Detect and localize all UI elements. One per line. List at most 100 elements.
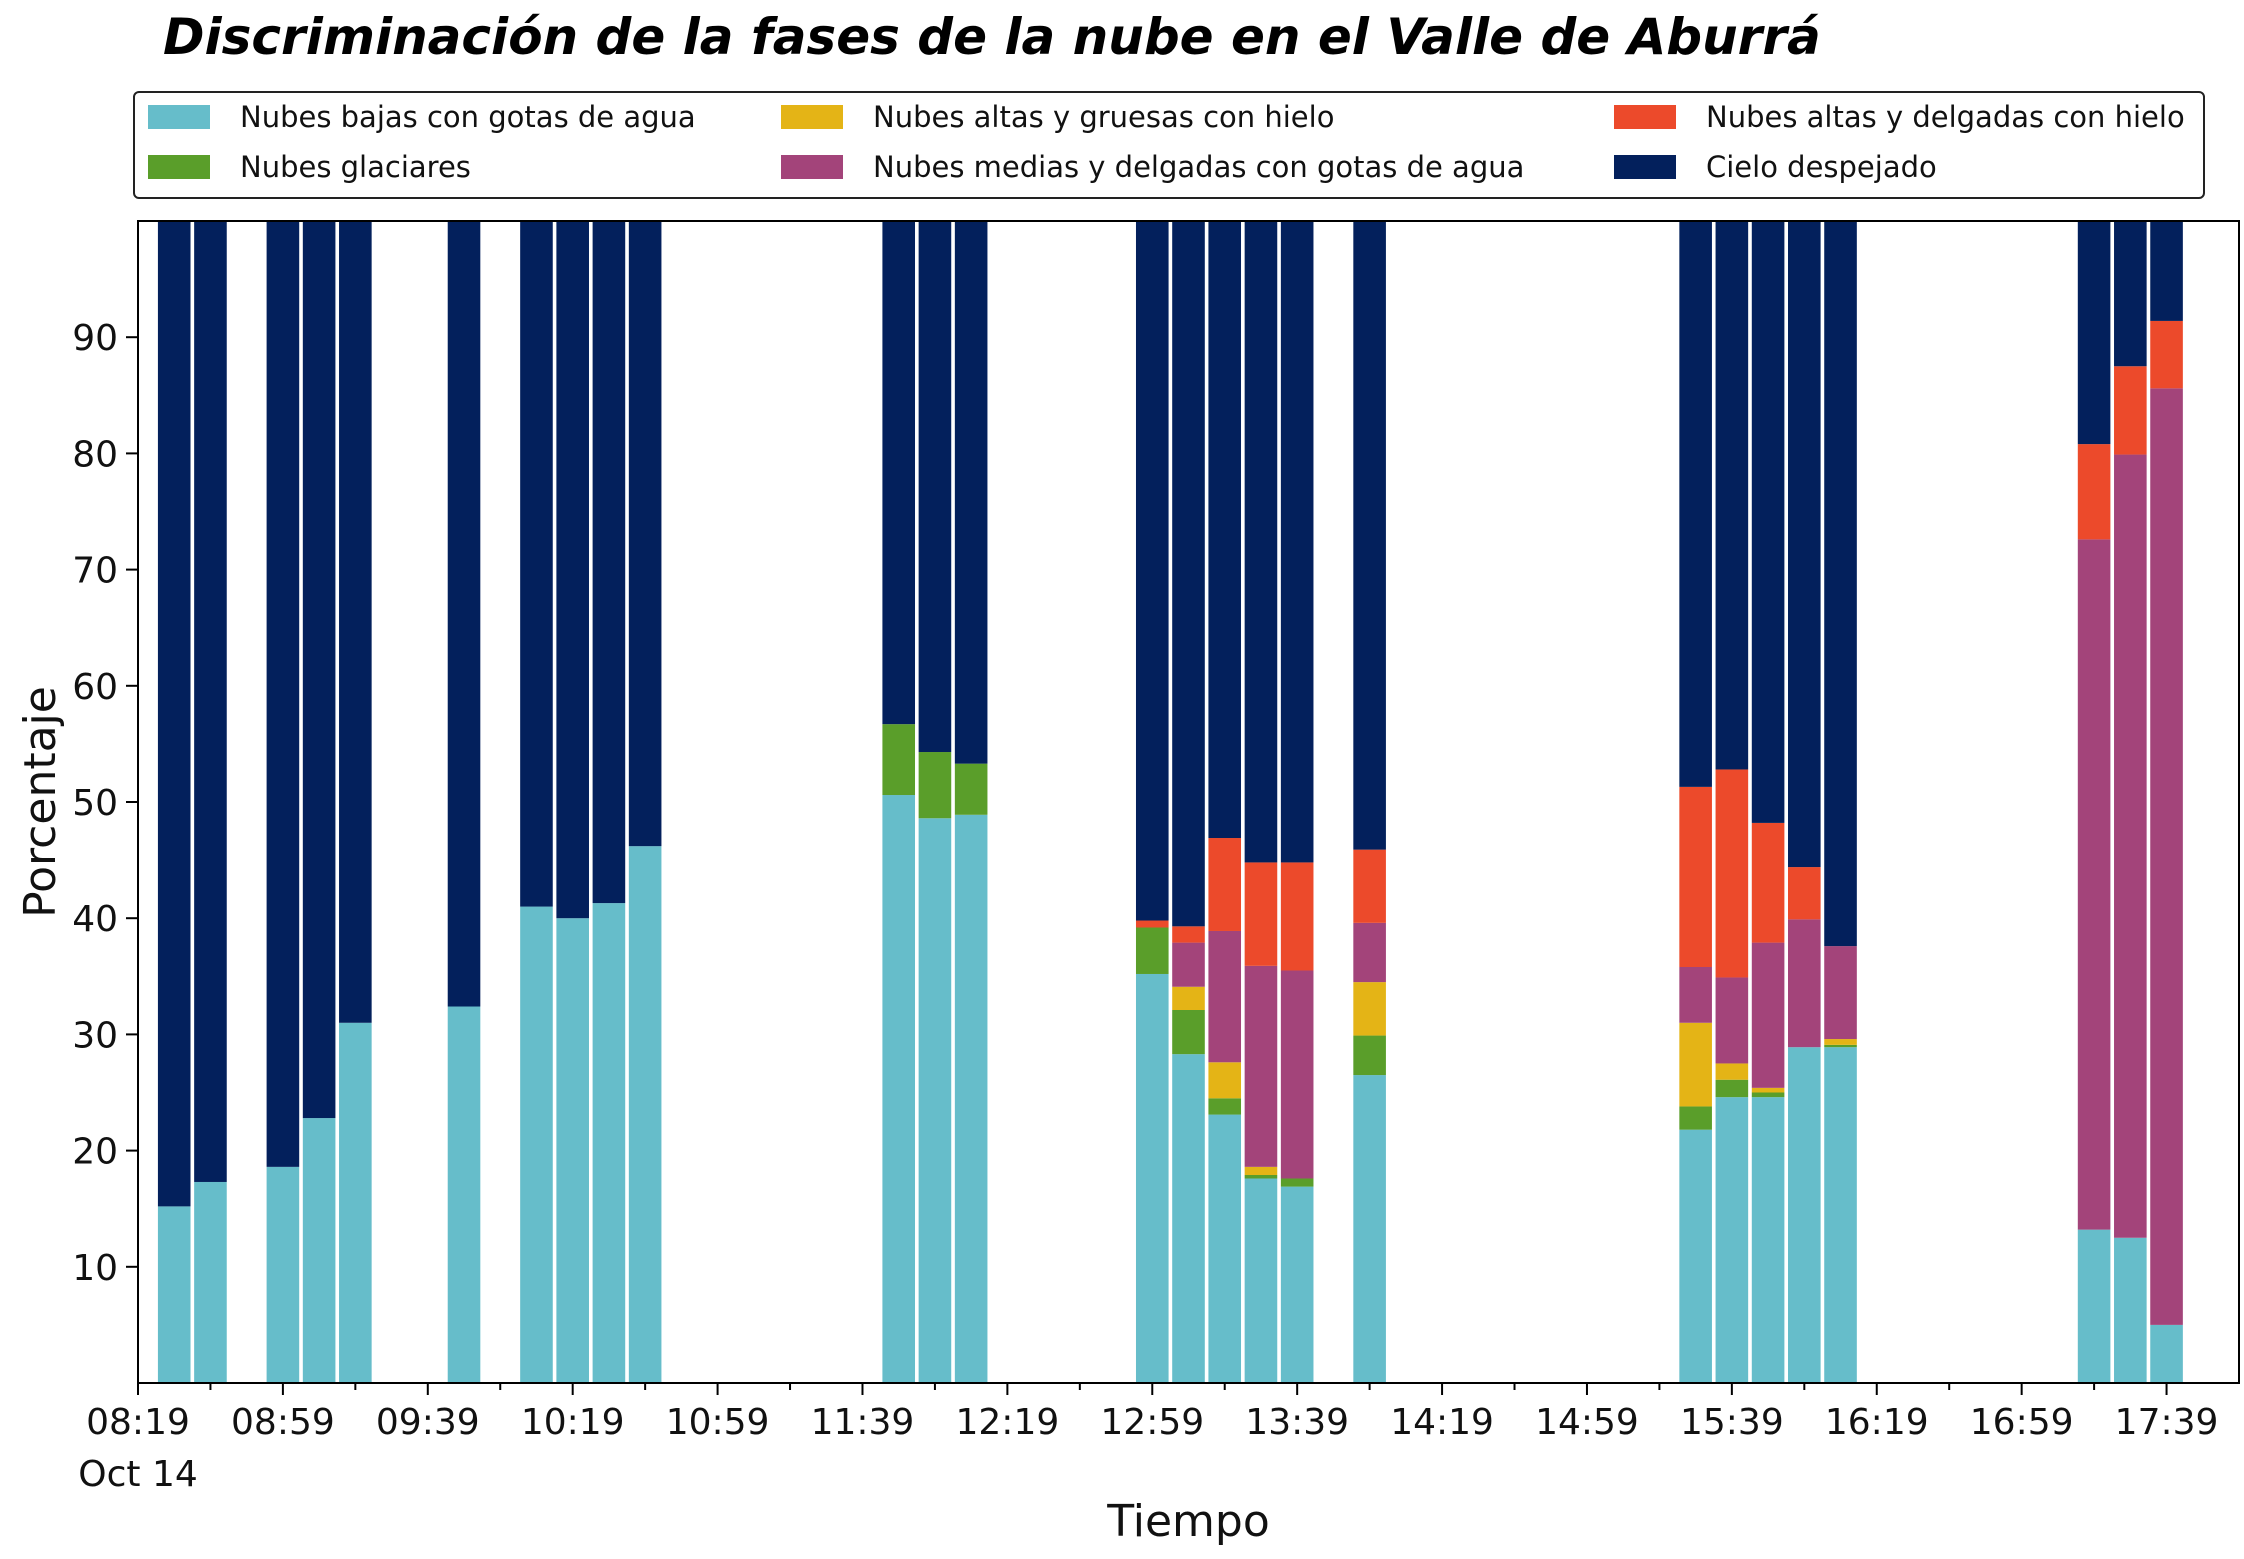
bar-segment <box>2077 444 2111 540</box>
bar-segment <box>1172 986 1205 1010</box>
bar-segment <box>1244 965 1278 1167</box>
bar-segment <box>447 221 481 1007</box>
x-date-label: Oct 14 <box>78 1454 198 1495</box>
x-tick-label: 08:59 <box>231 1402 335 1443</box>
bar-segment <box>2114 1237 2147 1383</box>
bar-segment <box>628 221 662 847</box>
bar-segment <box>918 752 952 819</box>
bar-segment <box>1244 1178 1278 1383</box>
x-tick-label: 08:19 <box>86 1402 190 1443</box>
x-tick-label: 10:19 <box>521 1402 625 1443</box>
bar-segment <box>954 763 988 815</box>
bar-segment <box>1788 221 1821 868</box>
y-tick-label: 80 <box>72 434 118 475</box>
bar-segment <box>556 221 589 919</box>
bar-segment <box>1751 1097 1785 1383</box>
legend: Nubes bajas con gotas de agua Nubes glaci… <box>133 91 2205 199</box>
x-tick-label: 15:39 <box>1680 1402 1784 1443</box>
legend-swatch <box>148 155 210 179</box>
bar-segment <box>1751 221 1785 823</box>
bar-segment <box>1788 1047 1821 1383</box>
x-tick-label: 16:19 <box>1825 1402 1929 1443</box>
bar-segment <box>520 906 553 1383</box>
x-tick-label: 12:19 <box>956 1402 1060 1443</box>
y-tick-label: 60 <box>72 667 118 708</box>
bar-segment <box>194 1181 227 1383</box>
x-tick-label: 09:39 <box>376 1402 480 1443</box>
bar-segment <box>2077 1229 2111 1383</box>
bar-segment <box>1280 1186 1314 1383</box>
bar-segment <box>1824 1047 1857 1383</box>
bar-segment <box>954 814 988 1383</box>
bar-segment <box>1172 221 1205 927</box>
bar-segment <box>1208 1062 1242 1099</box>
x-tick-label: 16:59 <box>1970 1402 2074 1443</box>
bar-segment <box>1679 967 1712 1023</box>
bar-segment <box>266 1166 300 1383</box>
y-axis-title: Porcentaje <box>15 686 66 918</box>
bar-segment <box>520 221 553 907</box>
bar-segment <box>1353 922 1386 983</box>
bar-segment <box>157 1206 191 1383</box>
legend-swatch <box>781 155 843 179</box>
bar-segment <box>1751 1087 1785 1093</box>
bar-segment <box>882 724 916 796</box>
bar-segment <box>1208 221 1242 839</box>
x-tick-label: 14:19 <box>1390 1402 1494 1443</box>
bar-segment <box>1280 1178 1314 1187</box>
bar-segment <box>2114 221 2147 367</box>
bar-segment <box>1353 849 1386 923</box>
bar-segment <box>1172 942 1205 987</box>
bar-segment <box>447 1006 481 1383</box>
bar-segment <box>339 1022 372 1383</box>
bar-segment <box>1824 946 1857 1040</box>
y-tick-label: 30 <box>72 1015 118 1056</box>
bar-segment <box>954 221 988 764</box>
x-tick-label: 10:59 <box>666 1402 770 1443</box>
bar-segment <box>1280 862 1314 971</box>
x-tick-label: 12:59 <box>1100 1402 1204 1443</box>
bar-segment <box>2150 320 2183 389</box>
bar-segment <box>1715 1063 1749 1080</box>
bar-segment <box>1715 221 1749 770</box>
legend-item: Cielo despejado <box>1614 147 1937 187</box>
bar-segment <box>1715 1079 1749 1098</box>
legend-label: Nubes medias y delgadas con gotas de agu… <box>873 150 1525 184</box>
bar-segment <box>1679 1129 1712 1383</box>
x-tick-label: 13:39 <box>1245 1402 1349 1443</box>
legend-label: Nubes glaciares <box>240 150 471 184</box>
bar-segment <box>1135 920 1169 928</box>
bar-segment <box>1208 1098 1242 1115</box>
bar-segment <box>1353 1035 1386 1076</box>
bar-segment <box>1751 822 1785 943</box>
bar-segment <box>1135 927 1169 974</box>
bar-segment <box>1824 1044 1857 1048</box>
chart-title: Discriminación de la fases de la nube en… <box>163 8 1821 66</box>
bar-segment <box>1172 926 1205 943</box>
bar-segment <box>1135 973 1169 1383</box>
y-tick-label: 10 <box>72 1248 118 1289</box>
legend-swatch <box>1614 105 1676 129</box>
bar-segment <box>1172 1054 1205 1383</box>
bar-segment <box>1353 982 1386 1036</box>
axes-layer: 10 20 30 40 50 60 70 80 90 08:19 08:59 09:39 10:19 10… <box>15 318 2218 1547</box>
x-tick-label: 11:39 <box>811 1402 915 1443</box>
bar-segment <box>339 221 372 1023</box>
bar-segment <box>592 903 626 1383</box>
bar-segment <box>1244 1175 1278 1179</box>
bar-segment <box>1244 862 1278 966</box>
bar-segment <box>1824 221 1857 947</box>
bar-segment <box>2150 1324 2183 1383</box>
bar-segment <box>918 818 952 1383</box>
bar-segment <box>1679 1022 1712 1107</box>
bar-segment <box>1208 930 1242 1063</box>
legend-item: Nubes altas y gruesas con hielo <box>781 97 1334 137</box>
bar-segment <box>1715 977 1749 1064</box>
x-tick-label: 14:59 <box>1535 1402 1639 1443</box>
legend-label: Nubes altas y delgadas con hielo <box>1706 100 2185 134</box>
bar-segment <box>882 221 916 725</box>
y-tick-label: 20 <box>72 1132 118 1173</box>
bar-segment <box>302 221 336 1119</box>
x-axis-title: Tiempo <box>1106 1496 1270 1547</box>
